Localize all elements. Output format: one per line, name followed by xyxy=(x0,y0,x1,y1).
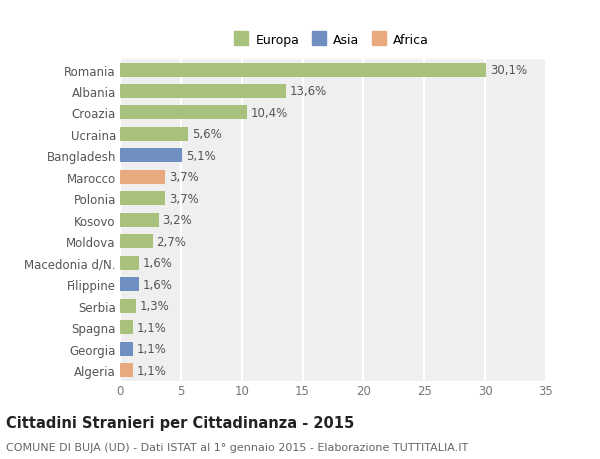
Text: 1,1%: 1,1% xyxy=(137,364,167,377)
Text: 5,1%: 5,1% xyxy=(186,150,215,162)
Text: 3,7%: 3,7% xyxy=(169,192,199,205)
Text: 10,4%: 10,4% xyxy=(250,107,287,120)
Bar xyxy=(120,149,182,163)
Bar xyxy=(120,235,153,249)
Text: 1,6%: 1,6% xyxy=(143,278,173,291)
Text: 13,6%: 13,6% xyxy=(289,85,326,98)
Text: 1,6%: 1,6% xyxy=(143,257,173,269)
Bar xyxy=(120,213,159,227)
Text: 1,1%: 1,1% xyxy=(137,342,167,355)
Bar xyxy=(120,128,188,141)
Bar xyxy=(120,192,165,206)
Bar xyxy=(120,342,133,356)
Bar xyxy=(120,363,133,377)
Bar xyxy=(120,170,165,185)
Bar xyxy=(120,85,286,99)
Text: 5,6%: 5,6% xyxy=(192,128,221,141)
Bar xyxy=(120,63,487,77)
Text: 1,3%: 1,3% xyxy=(139,300,169,313)
Bar xyxy=(120,278,139,291)
Bar xyxy=(120,106,247,120)
Bar xyxy=(120,320,133,334)
Bar xyxy=(120,256,139,270)
Text: COMUNE DI BUJA (UD) - Dati ISTAT al 1° gennaio 2015 - Elaborazione TUTTITALIA.IT: COMUNE DI BUJA (UD) - Dati ISTAT al 1° g… xyxy=(6,442,468,452)
Bar xyxy=(120,299,136,313)
Legend: Europa, Asia, Africa: Europa, Asia, Africa xyxy=(233,31,433,51)
Text: 3,7%: 3,7% xyxy=(169,171,199,184)
Text: 1,1%: 1,1% xyxy=(137,321,167,334)
Text: Cittadini Stranieri per Cittadinanza - 2015: Cittadini Stranieri per Cittadinanza - 2… xyxy=(6,415,354,431)
Text: 3,2%: 3,2% xyxy=(163,214,193,227)
Text: 2,7%: 2,7% xyxy=(157,235,187,248)
Text: 30,1%: 30,1% xyxy=(490,64,527,77)
